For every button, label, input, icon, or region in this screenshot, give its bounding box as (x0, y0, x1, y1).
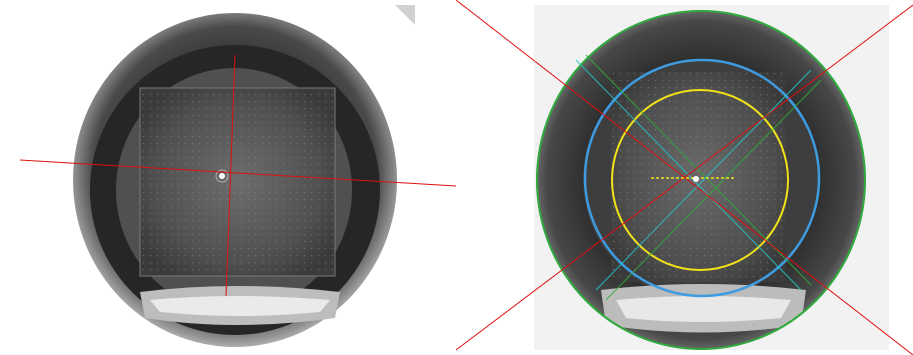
red-diagonal-line-2 (456, 4, 913, 351)
crosshair-horizontal-line (19, 159, 456, 187)
crosshair-vertical-line (225, 54, 236, 297)
sensor-dot-grid (611, 72, 786, 282)
sensor-dot-grid (140, 88, 335, 276)
inner-yellow-circle (611, 89, 789, 271)
bottom-reflection-highlight (616, 296, 791, 322)
right-view-svg (456, 0, 913, 355)
right-camera-view (456, 0, 913, 355)
outer-green-circle (536, 10, 866, 350)
center-bright-spot (219, 173, 225, 179)
center-bright-spot (693, 176, 699, 182)
middle-blue-circle (583, 58, 821, 298)
top-right-corner-shade (395, 5, 415, 25)
bottom-reflection-highlight (150, 296, 330, 316)
green-diagonal-line-2 (605, 79, 822, 301)
left-camera-view (0, 0, 456, 355)
left-view-svg (19, 5, 456, 347)
sensor-border (139, 87, 336, 277)
cyan-diagonal-line-2 (595, 69, 812, 291)
center-spot-halo (215, 169, 229, 183)
